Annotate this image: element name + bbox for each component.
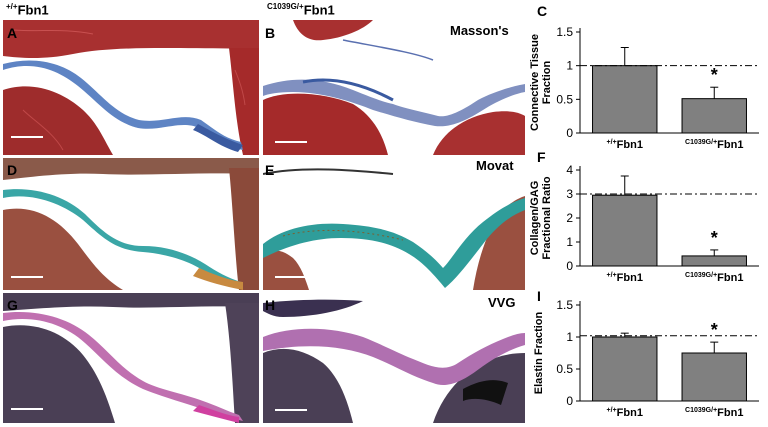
stain-label-vvg: VVG — [488, 295, 516, 310]
panel-label-D: D — [7, 162, 18, 178]
scale-bar — [275, 409, 307, 411]
significance-marker: * — [711, 320, 718, 340]
chart-C-connective-tissue: Connective TissueFraction 0 0.5 1 1.5 +/+Fbn1… — [527, 20, 767, 157]
micrograph-H-vvg-mutant — [263, 293, 525, 423]
y-tick-label: 2 — [566, 211, 573, 225]
bar — [592, 336, 658, 402]
y-axis-label: Elastin Fraction — [533, 311, 545, 394]
chart-F-collagen-gag-ratio: Collagen/GAGFractional Ratio 0 1 2 3 4 +/+Fbn1… — [527, 158, 767, 290]
bar — [681, 352, 747, 402]
y-axis-label-line: Fractional Ratio — [541, 176, 553, 259]
significance-marker: * — [711, 65, 718, 85]
x-category-label: C1039G/+Fbn1 — [685, 272, 743, 284]
y-axis-label-line: Elastin Fraction — [533, 311, 545, 394]
x-category-gene: Fbn1 — [617, 272, 643, 284]
y-tick-label: 0 — [566, 126, 573, 140]
y-axis-label-line: Collagen/GAG — [529, 181, 541, 256]
stain-label-masson: Masson's — [450, 23, 509, 38]
y-tick-label: 1 — [566, 59, 573, 73]
y-axis-label-line: Fraction — [541, 61, 553, 105]
significance-marker: * — [711, 228, 718, 248]
panel-label-A: A — [7, 25, 18, 41]
y-tick-label: 1 — [566, 235, 573, 249]
header-mutant: C1039G/+Fbn1 — [267, 2, 335, 17]
y-axis-label: Connective TissueFraction — [529, 34, 553, 131]
x-category-label: +/+Fbn1 — [607, 407, 643, 419]
y-tick-label: 1.5 — [556, 298, 573, 312]
scale-bar — [11, 136, 43, 138]
x-category-genotype: +/+ — [607, 407, 617, 414]
micrograph-B-masson-mutant — [263, 20, 525, 155]
x-category-gene: Fbn1 — [617, 139, 643, 151]
micrograph-A-masson-wildtype — [3, 20, 259, 155]
bar — [592, 194, 658, 267]
bar — [681, 255, 747, 267]
y-axis-label-line: Connective Tissue — [529, 34, 541, 131]
x-category-label: +/+Fbn1 — [607, 272, 643, 284]
x-category-label: +/+Fbn1 — [607, 139, 643, 151]
bar — [592, 65, 658, 134]
header-mutant-gene: Fbn1 — [303, 2, 335, 18]
header-wildtype-gene: Fbn1 — [17, 2, 49, 18]
header-wildtype-genotype: +/+ — [6, 2, 18, 11]
micrograph-G-vvg-wildtype — [3, 293, 259, 423]
header-wildtype: +/+Fbn1 — [6, 2, 49, 17]
y-tick-label: 0.5 — [556, 362, 573, 376]
y-tick-label: 1 — [566, 330, 573, 344]
panel-label-G: G — [7, 297, 18, 313]
scale-bar — [11, 276, 43, 278]
y-tick-label: 4 — [566, 163, 573, 177]
panel-label-E: E — [265, 162, 275, 178]
y-tick-label: 0.5 — [556, 92, 573, 106]
micrograph-D-movat-wildtype — [3, 158, 259, 290]
y-tick-label: 1.5 — [556, 25, 573, 39]
panel-label-B: B — [265, 25, 276, 41]
bar — [681, 98, 747, 134]
scale-bar — [11, 408, 43, 410]
x-category-genotype: C1039G/+ — [685, 272, 717, 279]
x-category-gene: Fbn1 — [617, 407, 643, 419]
x-category-genotype: +/+ — [607, 139, 617, 146]
y-tick-label: 3 — [566, 187, 573, 201]
x-category-gene: Fbn1 — [717, 407, 743, 419]
y-axis-label: Collagen/GAGFractional Ratio — [529, 176, 553, 259]
scale-bar — [275, 141, 307, 143]
stain-label-movat: Movat — [476, 158, 514, 173]
x-category-gene: Fbn1 — [717, 272, 743, 284]
x-category-genotype: +/+ — [607, 272, 617, 279]
y-tick-label: 0 — [566, 259, 573, 273]
x-category-genotype: C1039G/+ — [685, 407, 717, 414]
panel-label-F: F — [537, 149, 546, 165]
y-tick-label: 0 — [566, 394, 573, 408]
x-category-genotype: C1039G/+ — [685, 139, 717, 146]
micrograph-E-movat-mutant — [263, 158, 525, 290]
x-category-gene: Fbn1 — [717, 139, 743, 151]
scale-bar — [275, 276, 307, 278]
chart-I-elastin-fraction: Elastin Fraction 0 0.5 1 1.5 +/+Fbn1 * C1039G/+… — [527, 293, 767, 425]
x-category-label: C1039G/+Fbn1 — [685, 139, 743, 151]
x-category-label: C1039G/+Fbn1 — [685, 407, 743, 419]
panel-label-C: C — [537, 3, 548, 19]
panel-label-H: H — [265, 297, 276, 313]
panel-label-I: I — [537, 288, 541, 304]
header-mutant-genotype: C1039G/+ — [267, 2, 304, 11]
